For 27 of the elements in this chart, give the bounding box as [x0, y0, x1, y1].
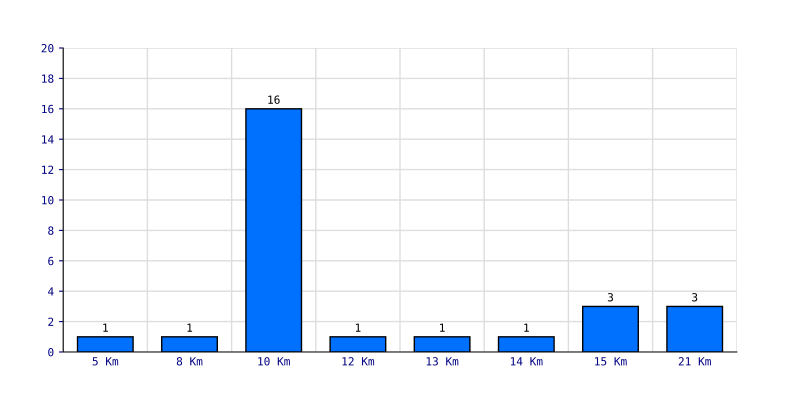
x-tick-label: 5 Km — [92, 357, 118, 366]
y-tick-label: 2 — [48, 318, 54, 326]
y-tick-label: 4 — [48, 287, 54, 296]
data-label: 1 — [356, 324, 360, 332]
y-tick-label: 14 — [42, 135, 54, 144]
y-tick-label: 6 — [48, 256, 54, 266]
data-label: 3 — [692, 293, 698, 302]
y-tick-label: 12 — [42, 166, 54, 174]
y-tick-label: 0 — [48, 348, 54, 356]
y-tick-label: 18 — [42, 74, 54, 83]
x-tick-label: 15 Km — [595, 357, 627, 366]
data-label: 1 — [103, 324, 108, 332]
data-label: 1 — [524, 324, 529, 332]
data-label: 3 — [608, 293, 614, 302]
x-tick-label: 14 Km — [510, 357, 542, 366]
x-tick-label: 10 Km — [258, 357, 290, 366]
data-label: 16 — [268, 95, 280, 104]
y-tick-label: 20 — [42, 44, 54, 52]
x-tick-label: 13 Km — [426, 357, 458, 366]
y-tick-label: 10 — [42, 196, 54, 204]
data-label: 1 — [440, 324, 445, 332]
y-tick-label: 8 — [48, 226, 54, 235]
x-tick-label: 21 Km — [678, 357, 711, 366]
data-label: 1 — [187, 324, 192, 332]
y-tick-label: 16 — [42, 104, 54, 114]
x-tick-label: 8 Km — [176, 357, 202, 366]
x-tick-label: 12 Km — [342, 357, 374, 366]
